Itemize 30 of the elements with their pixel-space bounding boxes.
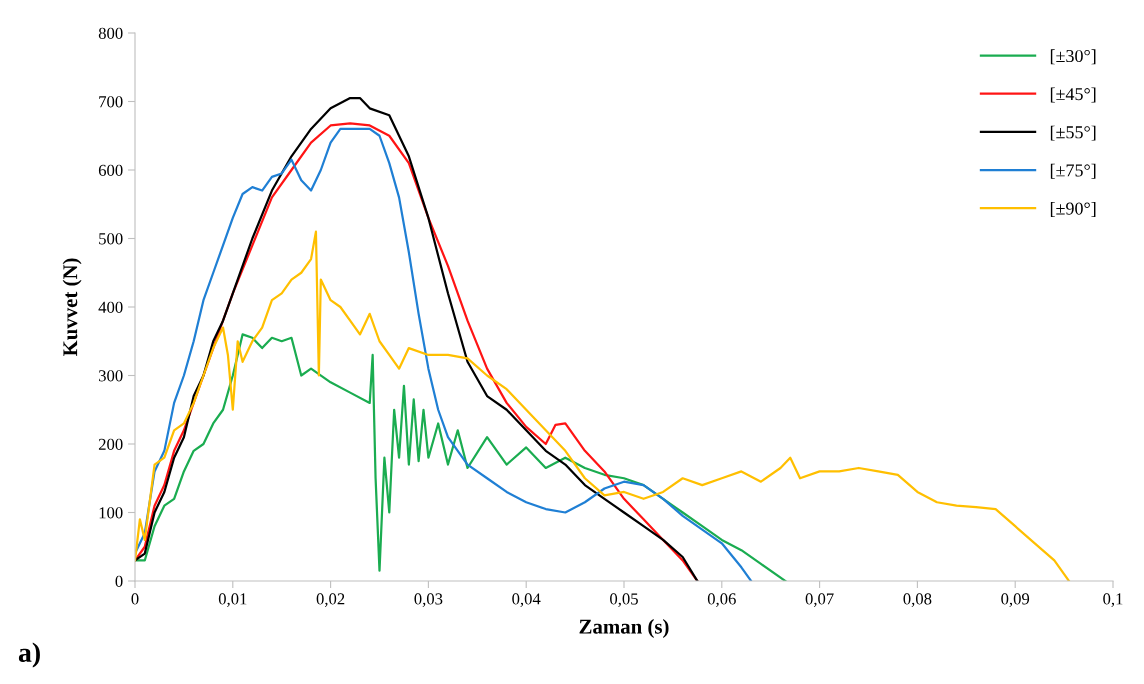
y-tick-label: 0 <box>115 575 123 587</box>
x-tick-label: 0 <box>131 593 139 605</box>
x-tick-label: 0,05 <box>610 593 638 607</box>
legend-label: [±90°] <box>1050 201 1096 217</box>
x-tick-label: 0,07 <box>805 593 834 607</box>
y-tick-label: 700 <box>99 96 123 108</box>
text: a) <box>18 642 40 668</box>
y-tick-label: 600 <box>98 164 123 176</box>
x-tick-label: 0,02 <box>316 593 345 607</box>
y-tick-label: 100 <box>99 507 123 519</box>
x-tick-label: 0,08 <box>903 593 932 607</box>
x-tick-label: 0,03 <box>414 593 443 607</box>
y-tick-label: 300 <box>98 370 123 382</box>
x-tick-label: 0,09 <box>1001 593 1030 607</box>
y-tick-label: 500 <box>99 233 123 245</box>
legend-label: [±45°] <box>1050 87 1096 103</box>
x-tick-label: 0,01 <box>218 593 247 607</box>
legend-label: [±30°] <box>1050 49 1096 65</box>
y-tick-label: 200 <box>98 438 123 450</box>
line-series <box>135 333 787 581</box>
legend-label: [±55°] <box>1050 125 1096 141</box>
y-axis-title: Kuvvet (N) <box>62 258 82 357</box>
x-tick-label: 0,04 <box>512 593 541 607</box>
x-tick-label: 0,1 <box>1103 593 1123 607</box>
legend-label: [±75°] <box>1050 163 1096 179</box>
x-axis-title: Zaman (s) <box>579 619 669 638</box>
y-tick-label: 800 <box>98 27 123 39</box>
line-series <box>135 230 1071 581</box>
x-tick-label: 0,06 <box>707 593 736 607</box>
y-tick-label: 400 <box>98 301 123 313</box>
